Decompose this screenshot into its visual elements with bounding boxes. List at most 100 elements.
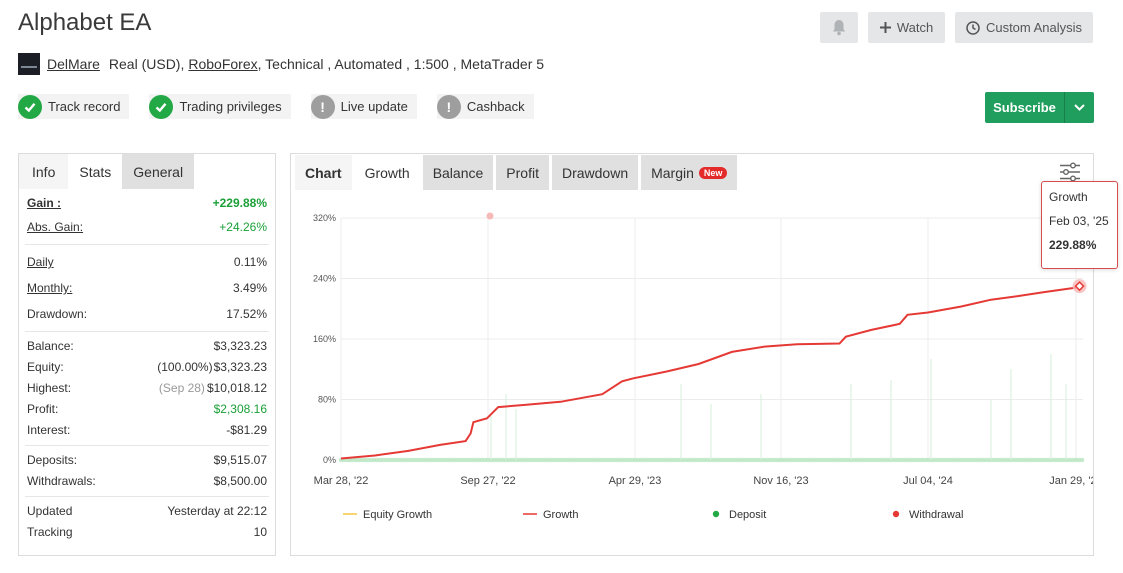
updated-label: Updated bbox=[27, 504, 73, 518]
stat-daily: Daily 0.11% bbox=[19, 249, 275, 275]
stat-drawdown: Drawdown: 17.52% bbox=[19, 301, 275, 327]
deposit-marker bbox=[1079, 457, 1085, 463]
badge-trading-privileges[interactable]: Trading privileges bbox=[149, 94, 291, 119]
badge-cashback[interactable]: ! Cashback bbox=[436, 94, 534, 119]
daily-label[interactable]: Daily bbox=[27, 255, 54, 269]
highest-value-group: (Sep 28) $10,018.12 bbox=[159, 378, 267, 399]
gain-label[interactable]: Gain : bbox=[27, 196, 62, 210]
tab-general[interactable]: General bbox=[122, 154, 195, 189]
x-tick-label: Nov 16, '23 bbox=[753, 475, 808, 487]
y-tick-label: 0% bbox=[323, 455, 336, 465]
stat-deposits: Deposits: $9,515.07 bbox=[19, 450, 275, 471]
y-tick-label: 240% bbox=[313, 274, 336, 284]
tooltip-value: 229.88% bbox=[1049, 238, 1097, 252]
highlight-point bbox=[1074, 281, 1085, 292]
badge-track-record[interactable]: Track record bbox=[18, 94, 130, 119]
tab-profit[interactable]: Profit bbox=[496, 155, 549, 190]
settings-sliders-icon[interactable] bbox=[1059, 162, 1081, 187]
check-icon bbox=[18, 94, 42, 119]
tab-margin[interactable]: Margin New bbox=[641, 155, 738, 190]
highest-value: $10,018.12 bbox=[206, 381, 267, 395]
tracking-label: Tracking bbox=[27, 525, 73, 539]
divider bbox=[25, 331, 269, 332]
verification-badges: Track record Trading privileges ! Live u… bbox=[18, 94, 554, 119]
legend-swatch bbox=[892, 510, 900, 518]
account-meta: DelMare Real (USD), RoboForex , Technica… bbox=[18, 53, 544, 75]
custom-analysis-button[interactable]: Custom Analysis bbox=[955, 12, 1093, 43]
stat-tracking: Tracking 10 bbox=[19, 522, 275, 543]
clock-icon bbox=[966, 20, 980, 35]
tab-chart[interactable]: Chart bbox=[295, 155, 352, 190]
interest-label: Interest: bbox=[27, 423, 71, 437]
equity-label: Equity: bbox=[27, 360, 64, 374]
legend-label: Withdrawal bbox=[909, 509, 963, 521]
bell-icon bbox=[831, 19, 847, 36]
legend-label: Equity Growth bbox=[363, 509, 432, 521]
stat-updated: Updated Yesterday at 22:12 bbox=[19, 501, 275, 522]
exclamation-icon: ! bbox=[310, 94, 335, 119]
badge-label: Trading privileges bbox=[179, 99, 282, 114]
account-details: , Technical , Automated , 1:500 , MetaTr… bbox=[257, 56, 545, 72]
stat-gain: Gain : +229.88% bbox=[19, 193, 275, 214]
chart-tabs: Chart Growth Balance Profit Drawdown Mar… bbox=[291, 154, 1093, 190]
notification-button[interactable] bbox=[820, 12, 858, 43]
plus-icon bbox=[879, 22, 891, 33]
custom-analysis-label: Custom Analysis bbox=[985, 20, 1083, 35]
legend-label: Growth bbox=[543, 509, 578, 521]
growth-chart[interactable]: 0% 80% 160% 240% 320% Mar 28, '22 Sep 27, '22 A… bbox=[291, 154, 1093, 555]
legend-swatch bbox=[712, 510, 720, 518]
tab-balance[interactable]: Balance bbox=[422, 155, 494, 190]
stat-abs-gain: Abs. Gain: +24.26% bbox=[19, 214, 275, 240]
tab-margin-label: Margin bbox=[651, 164, 694, 181]
tab-info[interactable]: Info bbox=[19, 154, 69, 189]
stat-balance: Balance: $3,323.23 bbox=[19, 336, 275, 357]
withdrawals-label: Withdrawals: bbox=[27, 474, 96, 488]
subscribe-label: Subscribe bbox=[993, 100, 1056, 115]
divider bbox=[25, 445, 269, 446]
withdrawals-value: $8,500.00 bbox=[213, 474, 267, 488]
stat-monthly: Monthly: 3.49% bbox=[19, 275, 275, 301]
badge-label: Cashback bbox=[466, 99, 525, 114]
stats-tabs: Info Stats General bbox=[19, 154, 275, 189]
highest-label: Highest: bbox=[27, 381, 72, 395]
stat-withdrawals: Withdrawals: $8,500.00 bbox=[19, 471, 275, 492]
chart-panel: Chart Growth Balance Profit Drawdown Mar… bbox=[290, 153, 1118, 556]
stat-interest: Interest: -$81.29 bbox=[19, 420, 275, 441]
avatar[interactable] bbox=[18, 53, 40, 75]
page-title: Alphabet EA bbox=[18, 9, 152, 36]
exclamation-icon: ! bbox=[436, 94, 461, 119]
monthly-label[interactable]: Monthly: bbox=[27, 281, 73, 295]
divider bbox=[25, 496, 269, 497]
badge-live-update[interactable]: ! Live update bbox=[310, 94, 417, 119]
y-tick-label: 160% bbox=[313, 334, 336, 344]
watch-button[interactable]: Watch bbox=[868, 12, 945, 43]
monthly-value: 3.49% bbox=[232, 281, 267, 295]
tooltip-date: Feb 03, '25 bbox=[1049, 214, 1109, 228]
tab-stats[interactable]: Stats bbox=[68, 154, 123, 189]
x-tick-label: Apr 29, '23 bbox=[609, 475, 662, 487]
badge-label: Live update bbox=[340, 99, 408, 114]
growth-series-line bbox=[340, 285, 1080, 460]
tab-drawdown[interactable]: Drawdown bbox=[551, 155, 639, 190]
abs-gain-label[interactable]: Abs. Gain: bbox=[27, 220, 84, 234]
x-tick-label: Jan 29, '25 bbox=[1049, 475, 1093, 487]
broker-link[interactable]: RoboForex bbox=[188, 56, 258, 72]
tooltip-series: Growth bbox=[1049, 190, 1088, 204]
account-type: Real (USD), bbox=[108, 56, 185, 72]
subscribe-button[interactable]: Subscribe bbox=[985, 92, 1094, 123]
legend-label: Deposit bbox=[729, 509, 766, 521]
drawdown-label: Drawdown: bbox=[27, 307, 88, 321]
deposits-value: $9,515.07 bbox=[213, 453, 267, 467]
stats-panel: Info Stats General Gain : +229.88% Abs. … bbox=[18, 153, 276, 556]
highest-date: (Sep 28) bbox=[158, 381, 205, 395]
gain-value: +229.88% bbox=[212, 196, 267, 210]
chevron-down-icon[interactable] bbox=[1064, 92, 1094, 123]
y-tick-label: 80% bbox=[318, 395, 336, 405]
profit-label: Profit: bbox=[27, 402, 59, 416]
badge-label: Track record bbox=[48, 99, 121, 114]
daily-value: 0.11% bbox=[233, 255, 267, 269]
tab-growth[interactable]: Growth bbox=[354, 155, 420, 190]
author-link[interactable]: DelMare bbox=[47, 56, 100, 72]
stat-highest: Highest: (Sep 28) $10,018.12 bbox=[19, 378, 275, 399]
equity-value-group: (100.00%)$3,323.23 bbox=[157, 357, 267, 378]
